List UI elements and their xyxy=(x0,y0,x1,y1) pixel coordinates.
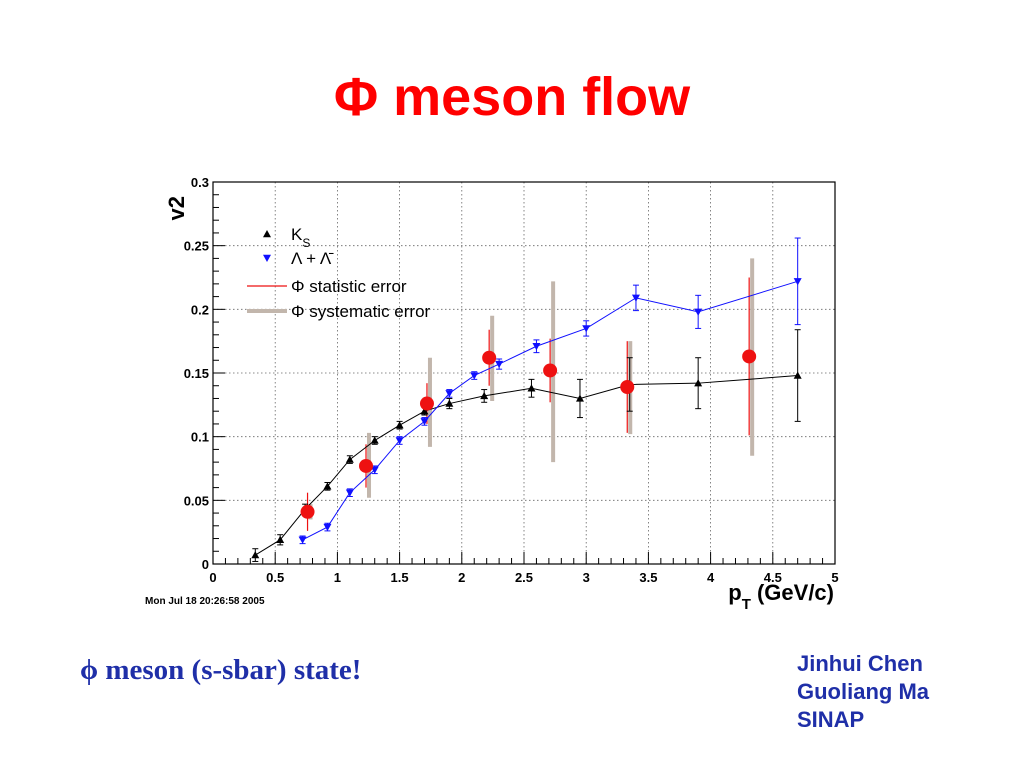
ks-point xyxy=(345,455,354,463)
y-tick-label: 0.15 xyxy=(184,366,209,381)
y-tick-label: 0.05 xyxy=(184,493,209,508)
ks-point xyxy=(251,551,260,559)
ks-point xyxy=(395,421,404,429)
legend-phi-statistic-label: Φ statistic error xyxy=(291,277,407,296)
legend: KSΛ + Λ̄ Φ statistic error Φ systematic er… xyxy=(247,225,431,321)
x-axis-label: pT (GeV/c) xyxy=(728,580,834,612)
y-tick-label: 0.25 xyxy=(184,239,209,254)
lambda-point xyxy=(323,523,332,532)
caption-text: ϕ meson (s-sbar) state! xyxy=(80,654,362,686)
data-series xyxy=(251,237,802,562)
legend-ks-label-sub: S xyxy=(302,236,310,250)
x-tick-label: 4 xyxy=(707,570,715,585)
lambda-point xyxy=(532,343,541,351)
legend-phi-systematic-label: Φ systematic error xyxy=(291,302,431,321)
x-tick-label: 1 xyxy=(334,570,341,585)
lambda-point xyxy=(395,437,404,445)
ks-point xyxy=(793,371,802,379)
y-tick-label: 0 xyxy=(202,557,209,572)
ks-point xyxy=(575,394,584,402)
legend-ks-marker xyxy=(263,230,271,238)
ks-point xyxy=(276,535,285,544)
y-axis-label: v2 xyxy=(164,196,189,220)
legend-ks-label-main: K xyxy=(291,225,303,244)
lambda-point xyxy=(445,390,454,398)
slide-title: Φ meson flow xyxy=(333,67,691,127)
ks-point xyxy=(527,384,536,392)
lambda-point xyxy=(793,278,802,286)
lambda-point xyxy=(345,489,354,497)
lambda-point xyxy=(495,360,504,369)
phi-point xyxy=(742,349,757,364)
phi-point xyxy=(359,458,374,473)
lambda-line xyxy=(302,280,798,541)
legend-ks-label: KS xyxy=(291,225,310,250)
y-tick-label: 0.1 xyxy=(191,430,209,445)
ks-point xyxy=(694,379,703,387)
x-tick-label: 2 xyxy=(458,570,465,585)
author-block: Jinhui Chen Guoliang Ma SINAP xyxy=(797,650,929,734)
legend-lambda-label: Λ + Λ̄ xyxy=(291,249,334,268)
lambda-point xyxy=(582,325,591,333)
x-axis-label-sub: T xyxy=(742,596,751,613)
phi-point xyxy=(543,363,558,378)
x-tick-labels: 0 0.5 1 1.5 2 2.5 3 3.5 4 4.5 5 xyxy=(209,570,838,585)
phi-point xyxy=(419,396,434,411)
x-tick-label: 5 xyxy=(831,570,838,585)
x-tick-label: 1.5 xyxy=(391,570,409,585)
lambda-point xyxy=(298,536,307,544)
author-line: SINAP xyxy=(797,707,865,732)
x-tick-label: 0 xyxy=(209,570,216,585)
axis-ticks xyxy=(212,181,836,565)
ks-line xyxy=(255,375,798,556)
ks-point xyxy=(370,436,379,444)
x-tick-label: 3 xyxy=(583,570,590,585)
x-tick-label: 0.5 xyxy=(266,570,284,585)
x-axis-label-unit: (GeV/c) xyxy=(751,580,834,605)
x-axis-label-main: p xyxy=(728,580,741,605)
lambda-point xyxy=(370,466,379,474)
lambda-point xyxy=(631,294,640,302)
ks-point xyxy=(480,391,489,400)
x-tick-label: 4.5 xyxy=(764,570,782,585)
phi-point xyxy=(620,380,635,395)
lambda-point xyxy=(470,372,479,380)
phi-point xyxy=(482,350,497,365)
ks-point xyxy=(445,399,454,407)
lambda-point xyxy=(694,308,703,316)
y-tick-label: 0.2 xyxy=(191,302,209,317)
v2-vs-pt-chart: 0 0.05 0.1 0.15 0.2 0.25 0.3 0 0.5 1 1.5 2 2.5 3 3.5 4… xyxy=(145,175,839,612)
phi-point xyxy=(300,504,315,519)
timestamp-label: Mon Jul 18 20:26:58 2005 xyxy=(145,596,265,607)
ks-point xyxy=(323,482,332,490)
y-tick-labels: 0 0.05 0.1 0.15 0.2 0.25 0.3 xyxy=(184,175,209,572)
x-tick-label: 3.5 xyxy=(639,570,657,585)
ks-point xyxy=(420,407,429,415)
lambda-point xyxy=(420,418,429,426)
legend-lambda-marker xyxy=(263,254,271,262)
author-line: Guoliang Ma xyxy=(797,679,929,704)
x-tick-label: 2.5 xyxy=(515,570,533,585)
author-line: Jinhui Chen xyxy=(797,651,923,676)
y-tick-label: 0.3 xyxy=(191,175,209,190)
